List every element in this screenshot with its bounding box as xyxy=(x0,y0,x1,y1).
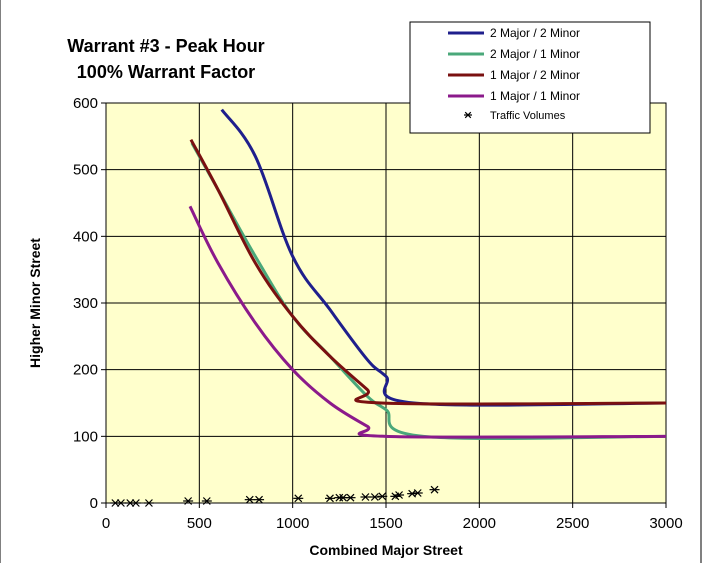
legend-label-1: 2 Major / 2 Minor xyxy=(490,26,580,40)
traffic-volume-point xyxy=(325,494,335,503)
traffic-volume-point xyxy=(377,492,388,501)
traffic-volume-point xyxy=(130,499,141,507)
traffic-volume-markers xyxy=(110,485,440,507)
x-tick-label: 2500 xyxy=(556,515,589,532)
traffic-volume-point xyxy=(293,494,304,503)
traffic-volume-point xyxy=(360,493,371,501)
x-tick-label: 0 xyxy=(102,515,110,532)
chart-title-line-2: 100% Warrant Factor xyxy=(77,62,255,82)
legend-label-2: 2 Major / 1 Minor xyxy=(490,47,580,61)
traffic-volume-point xyxy=(183,497,194,505)
legend-label-3: 1 Major / 2 Minor xyxy=(490,68,580,82)
y-axis-title: Higher Minor Street xyxy=(27,238,43,368)
x-tick-label: 1000 xyxy=(276,515,309,532)
traffic-volume-point xyxy=(369,493,380,501)
traffic-volume-point xyxy=(244,495,255,504)
x-tick-label: 500 xyxy=(187,515,212,532)
x-tick-label: 1500 xyxy=(369,515,402,532)
traffic-volume-point xyxy=(412,489,423,497)
x-axis-title: Combined Major Street xyxy=(309,542,463,558)
traffic-volume-point xyxy=(115,499,126,507)
y-tick-label: 600 xyxy=(73,95,98,112)
y-tick-label: 400 xyxy=(73,228,98,245)
legend-label-traffic-volumes: Traffic Volumes xyxy=(490,110,566,122)
legend-label-4: 1 Major / 1 Minor xyxy=(490,89,580,103)
x-tick-labels: 0 500 1000 1500 2000 2500 3000 xyxy=(102,503,683,532)
chart-title-line-1: Warrant #3 - Peak Hour xyxy=(67,36,264,56)
traffic-volume-point xyxy=(201,497,212,505)
traffic-volume-point xyxy=(254,495,265,504)
y-tick-label: 500 xyxy=(73,162,98,179)
series-lines xyxy=(188,108,667,440)
traffic-volume-point xyxy=(345,493,356,502)
legend-box xyxy=(409,21,651,134)
traffic-volume-point xyxy=(143,499,154,507)
y-tick-label: 200 xyxy=(73,362,98,379)
y-tick-label: 300 xyxy=(73,295,98,312)
series-line-4 xyxy=(188,205,667,439)
y-tick-label: 100 xyxy=(73,428,98,445)
y-tick-label: 0 xyxy=(90,495,98,512)
legend: 2 Major / 2 Minor 2 Major / 1 Minor 1 Majo… xyxy=(409,21,651,134)
x-tick-label: 2000 xyxy=(463,515,496,532)
series-line-3 xyxy=(189,138,667,406)
y-tick-labels: 0 100 200 300 400 500 600 xyxy=(73,95,106,512)
legend-asterisk-marker xyxy=(464,111,472,119)
traffic-volume-point xyxy=(429,485,440,494)
x-tick-label: 3000 xyxy=(649,515,682,532)
traffic-volume-point xyxy=(394,491,405,499)
